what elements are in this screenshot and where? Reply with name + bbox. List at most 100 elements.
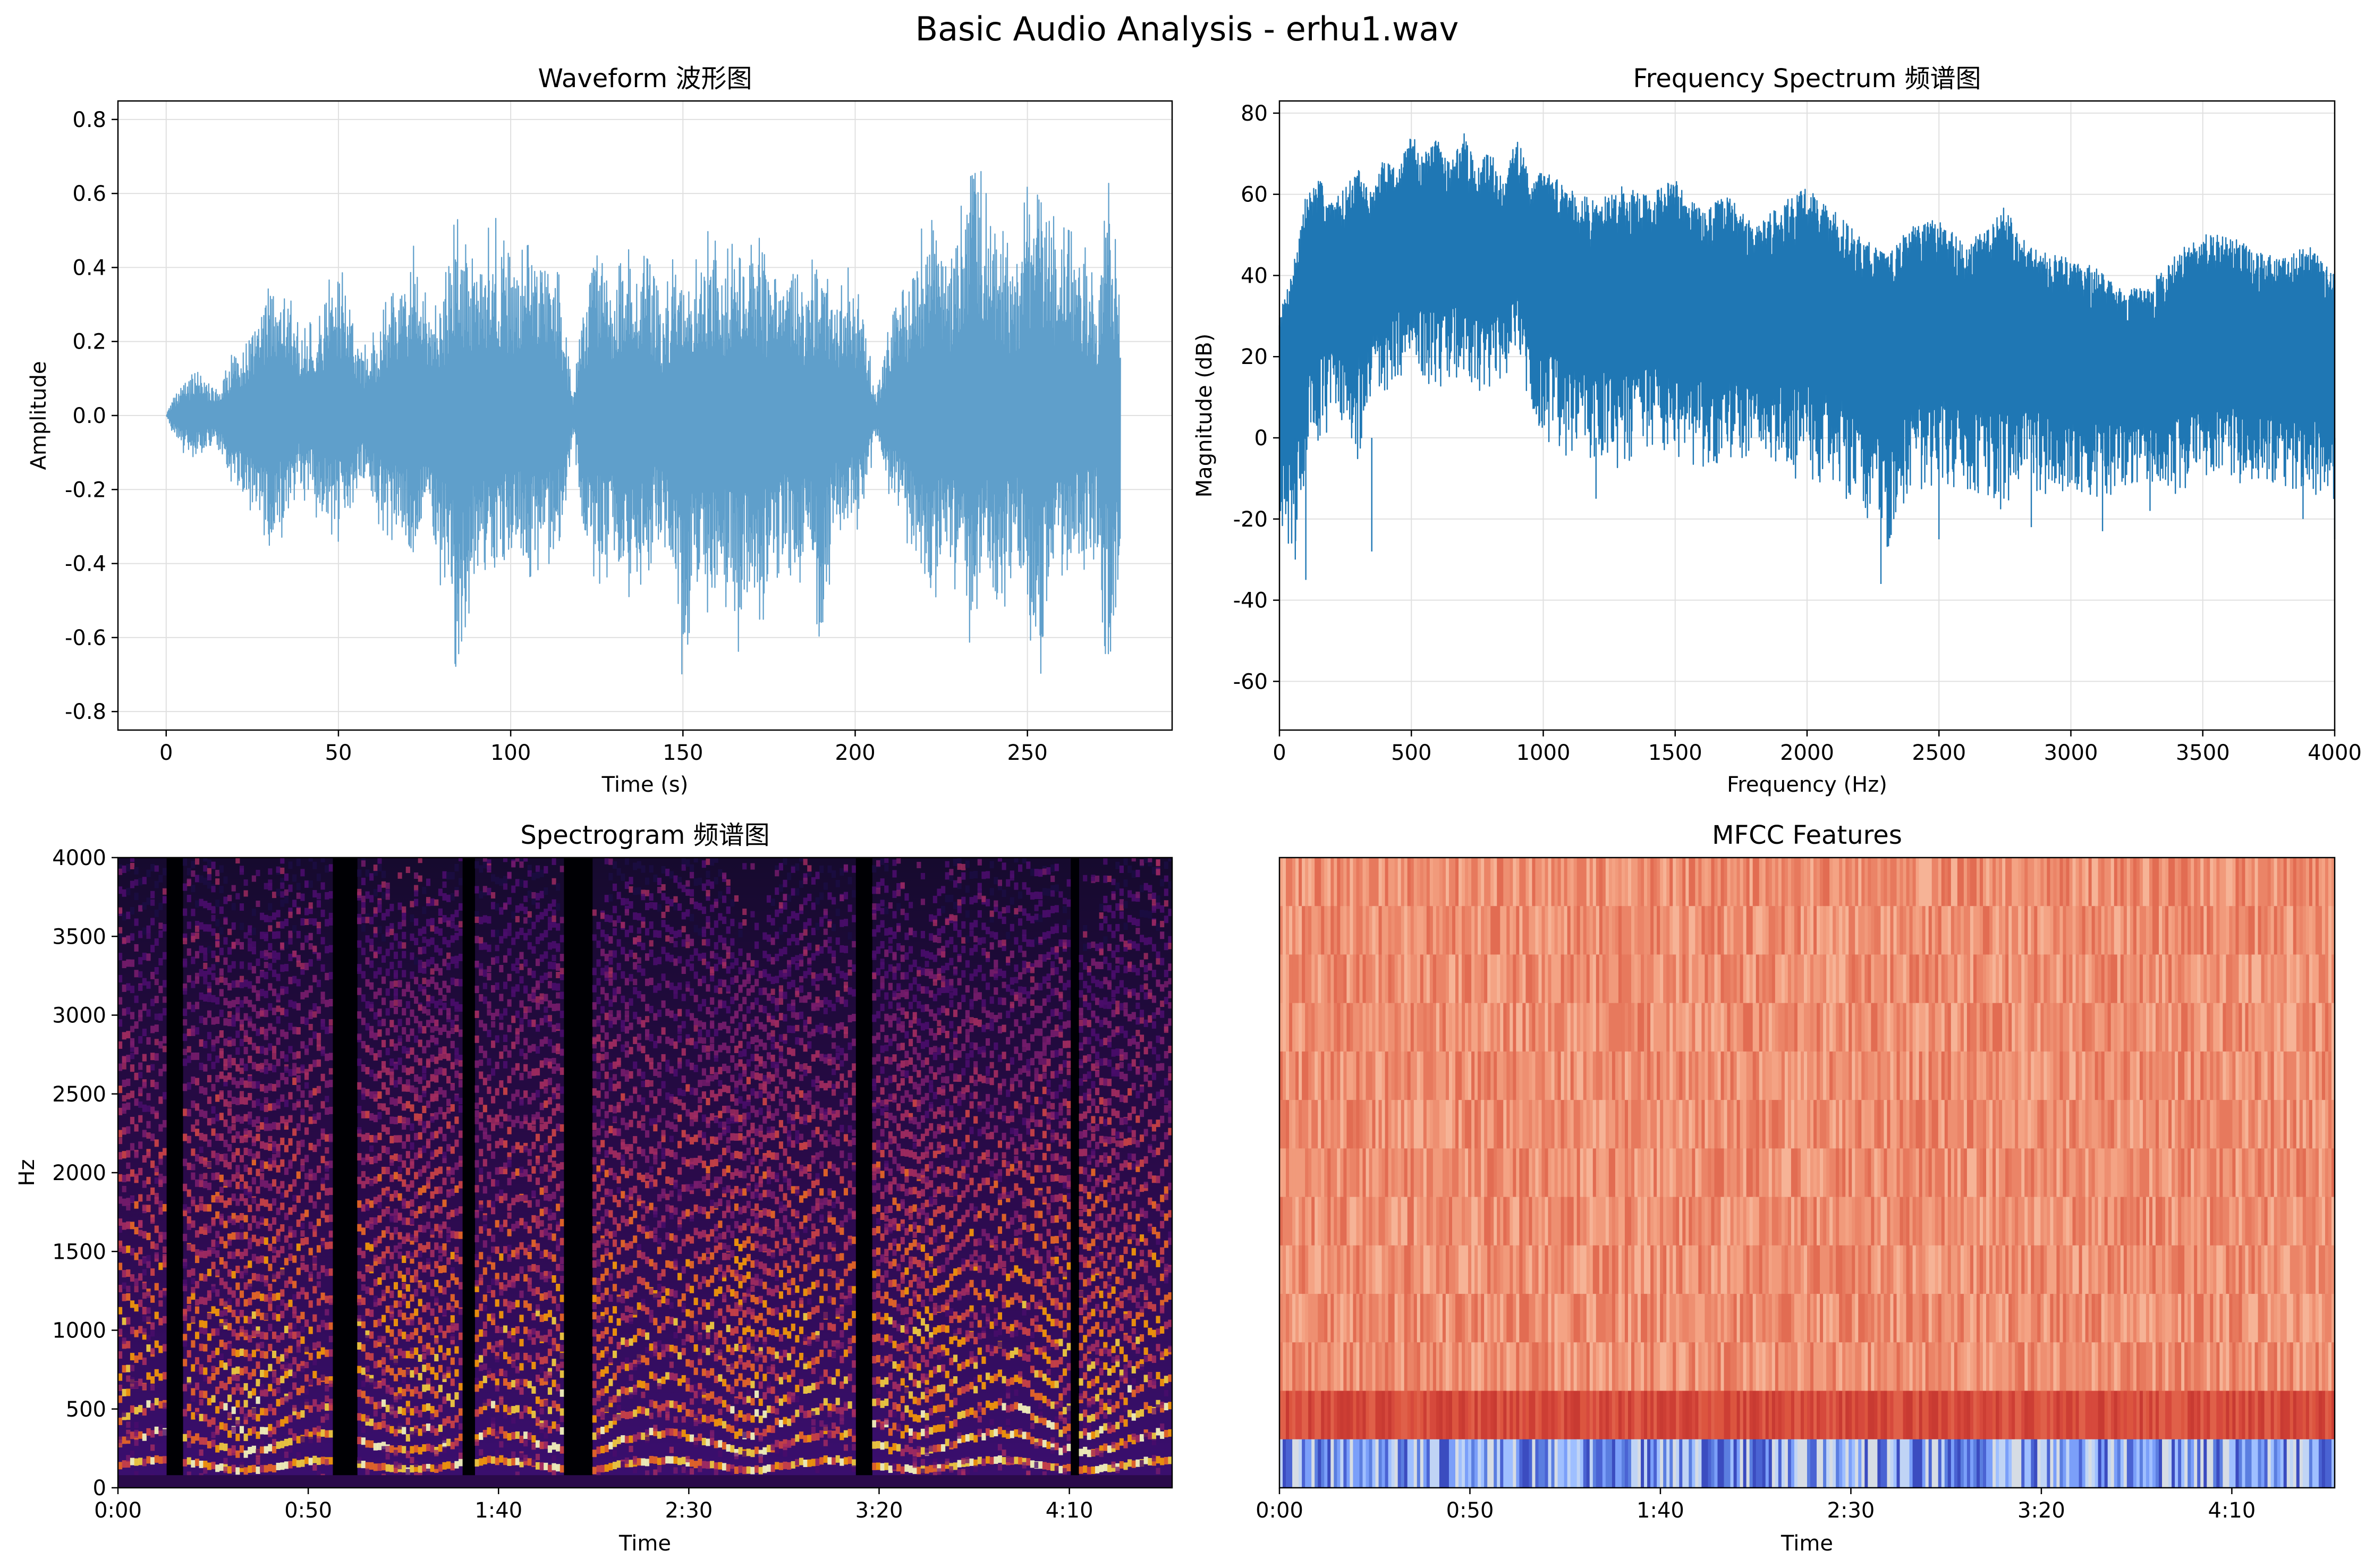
spectrogram-cell: [511, 1336, 516, 1343]
spectrogram-cell: [661, 1242, 666, 1250]
spectrogram-cell: [710, 951, 715, 959]
spectrogram-cell: [122, 1185, 126, 1192]
spectrogram-cell: [458, 1073, 463, 1080]
spectrogram-cell: [600, 929, 605, 937]
spectrogram-cell: [162, 1344, 167, 1352]
spectrogram-cell: [288, 1159, 293, 1166]
spectrogram-cell: [685, 1038, 690, 1045]
spectrogram-cell: [361, 1064, 366, 1072]
spectrogram-cell: [604, 1386, 609, 1394]
spectrogram-cell: [685, 981, 690, 988]
waveform-series: [165, 171, 1121, 675]
spectrogram-cell: [239, 942, 244, 950]
spectrogram-cell: [479, 1406, 484, 1414]
spectrogram-cell: [194, 1306, 200, 1314]
spectrogram-cell: [495, 1430, 499, 1437]
spectrogram-cell: [134, 1286, 139, 1293]
spectrogram-cell: [706, 1347, 710, 1355]
spectrogram-cell: [142, 1459, 147, 1467]
spectrogram-cell: [442, 1002, 447, 1010]
spectrogram-cell: [300, 1158, 305, 1165]
spectrogram-cell: [608, 858, 613, 865]
spectrogram-cell: [637, 990, 641, 998]
spectrogram-cell: [150, 1160, 155, 1168]
spectrogram-cell: [405, 1047, 410, 1054]
spectrogram-cell: [552, 1058, 556, 1065]
spectrogram-cell: [256, 1274, 260, 1282]
spectrogram-cell: [430, 918, 435, 925]
spectrogram-cell: [130, 1025, 135, 1032]
spectrogram-cell: [402, 1283, 406, 1290]
spectrogram-cell: [438, 1067, 443, 1075]
spectrogram-cell: [458, 1408, 463, 1416]
spectrogram-cell: [434, 1242, 439, 1250]
spectrogram-cell: [657, 1405, 662, 1413]
spectrogram-cell: [288, 999, 293, 1007]
spectrogram-cell: [248, 1242, 252, 1250]
spectrogram-cell: [231, 1077, 236, 1085]
spectrogram-cell: [503, 1370, 508, 1377]
spectrogram-cell: [535, 1374, 540, 1382]
spectrogram-cell: [328, 1188, 333, 1196]
spectrogram-cell: [479, 937, 484, 944]
spectrogram-cell: [276, 1441, 281, 1449]
spectrogram-cell: [268, 1283, 273, 1291]
spectrogram-cell: [381, 1146, 386, 1154]
spectrogram-cell: [284, 1396, 289, 1403]
spectrogram-cell: [215, 1055, 220, 1063]
spectrogram-cell: [158, 1300, 163, 1307]
spectrogram-cell: [316, 1245, 321, 1253]
spectrogram-cell: [304, 881, 309, 888]
spectrogram-cell: [397, 1154, 402, 1162]
spectrogram-cell: [410, 1332, 414, 1340]
spectrogram-cell: [681, 1347, 686, 1355]
spectrogram-cell: [552, 1233, 556, 1241]
spectrogram-cell: [292, 1357, 297, 1364]
spectrogram-cell: [426, 1176, 431, 1183]
spectrogram-cell: [693, 1134, 698, 1142]
spectrogram-cell: [689, 938, 694, 946]
spectrogram-cell: [446, 1227, 451, 1234]
spectrogram-cell: [231, 1329, 236, 1337]
spectrogram-cell: [320, 1128, 325, 1136]
spectrogram-cell: [608, 1014, 613, 1021]
spectrogram-cell: [629, 974, 633, 982]
spectrogram-cell: [726, 1105, 731, 1113]
spectrogram-cell: [661, 973, 666, 981]
spectrogram-cell: [544, 1057, 548, 1065]
spectrogram-cell: [454, 1014, 459, 1021]
spectrogram-cell: [353, 858, 358, 1488]
spectrogram-cell: [203, 1344, 208, 1352]
spectrogram-cell: [118, 1019, 123, 1027]
spectrogram-cell: [556, 1444, 561, 1452]
spectrogram-cell: [681, 1048, 686, 1056]
spectrogram-cell: [211, 1372, 216, 1380]
spectrogram-cell: [730, 1363, 735, 1370]
spectrogram-cell: [499, 964, 504, 972]
spectrogram-cell: [515, 1221, 520, 1228]
spectrogram-cell: [146, 1400, 151, 1408]
spectrogram-cell: [397, 1426, 402, 1434]
spectrogram-cell: [235, 893, 240, 900]
spectrogram-cell: [296, 892, 301, 899]
spectrogram-cell: [495, 1118, 499, 1125]
spectrogram-cell: [126, 887, 131, 895]
spectrogram-cell: [260, 1027, 265, 1035]
spectrogram-cell: [296, 1452, 301, 1459]
spectrogram-cell: [316, 979, 321, 987]
spectrogram-cell: [535, 893, 540, 901]
spectrogram-cell: [519, 1121, 524, 1129]
spectrogram-cell: [194, 900, 200, 908]
spectrogram-cell: [547, 1097, 552, 1105]
spectrogram-cell: [154, 1013, 159, 1020]
spectrogram-cell: [402, 942, 406, 949]
spectrogram-cell: [621, 1069, 625, 1077]
y-tick-label: 0.6: [72, 182, 106, 206]
spectrogram-cell: [531, 1166, 536, 1174]
spectrogram-cell: [450, 1267, 455, 1274]
spectrogram-cell: [531, 1092, 536, 1100]
spectrogram-cell: [361, 917, 366, 923]
spectrogram-cell: [657, 1194, 662, 1202]
spectrogram-cell: [211, 1128, 216, 1136]
spectrogram-cell: [442, 1151, 447, 1158]
